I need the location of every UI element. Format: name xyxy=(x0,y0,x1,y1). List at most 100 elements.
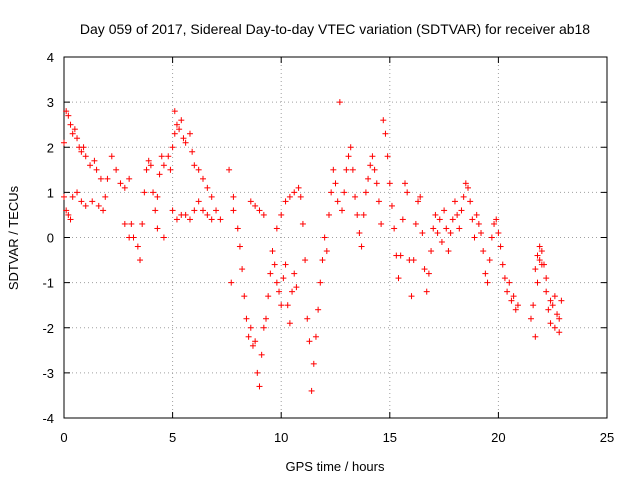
data-point xyxy=(89,198,96,205)
data-point xyxy=(547,297,554,304)
data-point xyxy=(310,360,317,367)
data-point xyxy=(67,121,74,128)
data-point xyxy=(488,234,495,241)
data-point xyxy=(291,270,298,277)
data-point xyxy=(80,144,87,151)
data-point xyxy=(506,279,513,286)
data-point xyxy=(402,180,409,187)
data-point xyxy=(391,225,398,232)
data-point xyxy=(558,297,565,304)
data-point xyxy=(365,175,372,182)
data-point xyxy=(302,257,309,264)
data-point xyxy=(397,252,404,259)
data-point xyxy=(449,216,456,223)
data-point xyxy=(467,198,474,205)
data-point xyxy=(241,293,248,300)
data-point xyxy=(460,193,467,200)
data-point xyxy=(61,193,67,200)
data-point xyxy=(247,198,254,205)
data-point xyxy=(228,279,235,286)
chart-title: Day 059 of 2017, Sidereal Day-to-day VTE… xyxy=(80,21,590,37)
data-point xyxy=(482,270,489,277)
data-point xyxy=(256,383,263,390)
data-point xyxy=(297,193,304,200)
data-point xyxy=(417,193,424,200)
data-point xyxy=(258,351,265,358)
data-point xyxy=(260,324,267,331)
data-point xyxy=(501,275,508,282)
data-point xyxy=(438,239,445,246)
data-point xyxy=(284,302,291,309)
data-point xyxy=(445,248,452,255)
data-point xyxy=(156,171,163,178)
data-point xyxy=(543,288,550,295)
data-point xyxy=(499,261,506,268)
data-point xyxy=(262,315,269,322)
data-point xyxy=(139,220,146,227)
data-point xyxy=(386,180,393,187)
data-point xyxy=(527,315,534,322)
data-point xyxy=(536,243,543,250)
data-point xyxy=(236,243,243,250)
data-point xyxy=(249,342,256,349)
data-point xyxy=(382,130,389,137)
data-point xyxy=(299,220,306,227)
data-point xyxy=(514,302,521,309)
data-point xyxy=(147,162,154,169)
y-axis-label: SDTVAR / TECUs xyxy=(6,185,21,290)
data-point xyxy=(454,211,461,218)
data-point xyxy=(91,157,98,164)
data-point xyxy=(432,211,439,218)
data-point xyxy=(451,198,458,205)
x-tick-label: 5 xyxy=(169,430,176,445)
data-point xyxy=(545,306,552,313)
data-point xyxy=(182,211,189,218)
data-point xyxy=(345,153,352,160)
data-point xyxy=(308,387,315,394)
data-point xyxy=(141,189,148,196)
y-tick-label: 0 xyxy=(47,231,54,246)
x-tick-label: 15 xyxy=(383,430,397,445)
data-point xyxy=(171,108,178,115)
data-point xyxy=(93,166,100,173)
data-point xyxy=(471,234,478,241)
y-tick-label: -4 xyxy=(42,411,54,426)
data-point xyxy=(260,211,267,218)
data-point xyxy=(480,248,487,255)
data-point xyxy=(265,293,272,300)
data-point xyxy=(113,166,120,173)
data-point xyxy=(554,311,561,318)
data-point xyxy=(328,189,335,196)
data-point xyxy=(273,279,280,286)
data-point xyxy=(504,288,511,295)
data-point xyxy=(341,189,348,196)
data-point xyxy=(347,144,354,151)
data-point xyxy=(128,220,135,227)
data-point xyxy=(195,166,202,173)
data-point xyxy=(195,198,202,205)
data-point xyxy=(315,306,322,313)
data-point xyxy=(276,288,283,295)
data-point xyxy=(349,166,356,173)
data-point xyxy=(410,257,417,264)
data-point xyxy=(423,288,430,295)
data-point xyxy=(102,193,109,200)
data-point xyxy=(291,189,298,196)
data-point xyxy=(137,257,144,264)
y-tick-label: -1 xyxy=(42,276,54,291)
data-point xyxy=(150,189,157,196)
data-point xyxy=(252,338,259,345)
data-point xyxy=(369,153,376,160)
data-point xyxy=(180,135,187,142)
data-point xyxy=(78,148,85,155)
data-point xyxy=(325,211,332,218)
data-point xyxy=(63,207,70,214)
data-point xyxy=(65,211,72,218)
data-point xyxy=(169,144,176,151)
data-point xyxy=(69,193,76,200)
data-point xyxy=(100,207,107,214)
data-point xyxy=(289,288,296,295)
grid xyxy=(64,57,607,418)
data-point xyxy=(532,266,539,273)
